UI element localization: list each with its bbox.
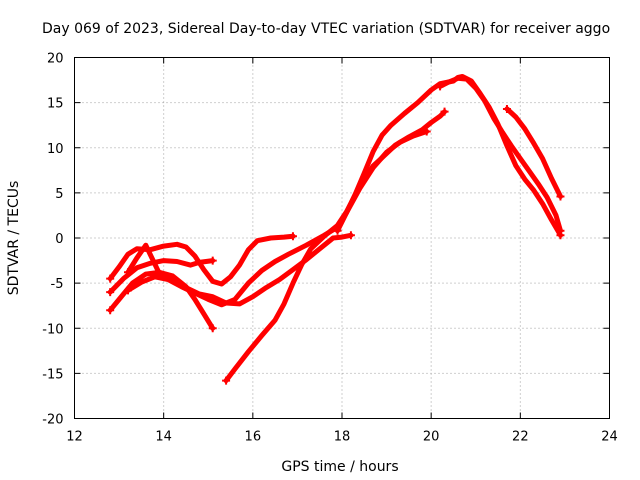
x-axis-label: GPS time / hours (281, 459, 398, 475)
series-track-1-end-marker (288, 232, 297, 241)
series-track-6-end-marker (440, 107, 449, 116)
series-track-3-start-marker (106, 306, 115, 315)
series-track-4-end-marker (346, 231, 355, 240)
series-track-9-end-marker (556, 192, 565, 201)
series-track-9 (504, 106, 563, 199)
y-tick-label: 0 (55, 232, 63, 247)
chart-title: Day 069 of 2023, Sidereal Day-to-day VTE… (42, 21, 610, 37)
y-axis-label: SDTVAR / TECUs (6, 181, 22, 296)
series-track-9-start-marker (502, 104, 511, 113)
y-tick-label: 5 (55, 187, 63, 202)
y-tick-label: -5 (51, 277, 64, 292)
x-tick-label: 16 (245, 430, 262, 445)
y-tick-label: -10 (42, 322, 63, 337)
series-track-6 (223, 109, 447, 384)
x-tick-label: 24 (601, 430, 618, 445)
y-tick-label: -20 (42, 413, 63, 428)
axis-ticks: 12 14 16 18 20 22 24 -20 -15 -10 -5 0 5 10 15 20 (42, 52, 618, 445)
y-tick-label: 15 (47, 97, 64, 112)
series-track-8 (437, 75, 563, 234)
series-track-1-start-marker (106, 274, 115, 283)
series-track-6-start-marker (222, 376, 231, 385)
series-track-5-start-marker (124, 286, 132, 295)
x-tick-label: 22 (512, 430, 529, 445)
series-track-4 (125, 232, 354, 307)
series-track-1 (107, 233, 296, 287)
data-series (106, 74, 565, 385)
x-tick-label: 20 (423, 430, 440, 445)
y-tick-label: 20 (47, 52, 64, 67)
x-tick-label: 14 (155, 430, 172, 445)
y-tick-label: -15 (42, 367, 63, 382)
series-track-2-start-marker (106, 288, 115, 297)
x-tick-label: 18 (334, 430, 351, 445)
series-track-2-end-marker (208, 256, 217, 265)
y-tick-label: 10 (47, 142, 64, 157)
series-track-3-end-marker (208, 324, 217, 333)
series-track-4-start-marker (124, 268, 132, 277)
series-track-7 (335, 74, 563, 238)
series-track-8-start-marker (436, 82, 445, 91)
x-tick-label: 12 (66, 430, 83, 445)
series-track-8-end-marker (556, 226, 565, 235)
series-track-7-start-marker (333, 226, 342, 235)
